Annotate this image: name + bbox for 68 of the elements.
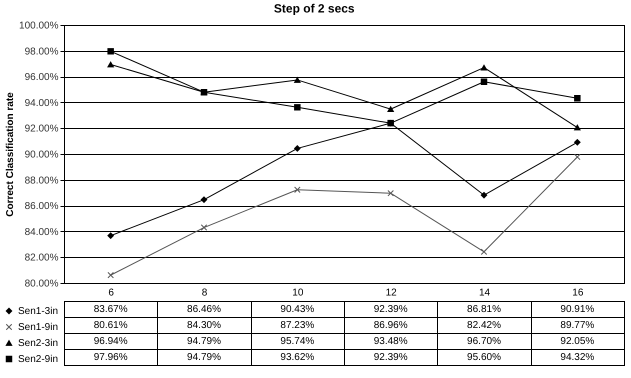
point — [294, 145, 301, 152]
y-axis-title: Correct Classification rate — [5, 92, 16, 217]
data-label: 93.48% — [374, 336, 408, 347]
x-tick-label: 12 — [386, 288, 398, 298]
chart-title: Step of 2 secs — [274, 2, 355, 16]
y-tick-label: 80.00% — [24, 278, 59, 290]
point — [480, 192, 488, 198]
data-label: 84.30% — [187, 320, 222, 331]
y-tick-label: 94.00% — [24, 98, 59, 109]
point — [294, 77, 301, 83]
point — [107, 272, 114, 278]
x-tick-label: 10 — [292, 288, 304, 298]
data-label: 94.79% — [187, 336, 222, 347]
point — [107, 62, 114, 68]
data-label: 80.61% — [94, 320, 128, 331]
x-tick-label: 8 — [202, 288, 208, 298]
y-tick-label: 100.00% — [19, 20, 59, 32]
data-label: 86.81% — [467, 304, 502, 315]
x-tick-label: 16 — [572, 288, 584, 298]
data-label: 86.96% — [374, 320, 408, 331]
data-label: 86.46% — [187, 304, 222, 315]
point — [107, 232, 114, 239]
data-label: 94.32% — [560, 352, 594, 363]
legend-label: Sen2-3in — [18, 338, 58, 349]
y-tick-label: 88.00% — [24, 175, 59, 186]
point — [387, 190, 394, 196]
data-label: 96.94% — [94, 336, 128, 347]
point — [574, 139, 581, 146]
y-tick-label: 92.00% — [24, 124, 59, 135]
x-tick-label: 14 — [478, 288, 490, 298]
data-label: 94.79% — [187, 352, 222, 363]
data-label: 87.23% — [280, 320, 314, 331]
point — [200, 88, 208, 96]
point — [294, 104, 301, 111]
y-tick-label: 82.00% — [24, 252, 59, 264]
data-label: 95.74% — [280, 336, 314, 347]
y-tick-label: 86.00% — [24, 201, 59, 212]
y-tick-label: 98.00% — [24, 46, 59, 58]
data-label: 95.60% — [467, 352, 502, 363]
point — [574, 124, 581, 130]
point — [107, 48, 114, 55]
point — [574, 95, 581, 102]
point — [480, 64, 488, 70]
point — [294, 186, 301, 193]
data-label: 90.43% — [280, 304, 314, 315]
data-label: 83.67% — [94, 304, 128, 315]
data-label: 92.39% — [374, 352, 408, 363]
point — [200, 196, 208, 203]
data-label: 82.42% — [467, 320, 502, 331]
y-tick-label: 90.00% — [24, 150, 59, 160]
y-tick-label: 84.00% — [24, 226, 59, 238]
data-label: 90.91% — [560, 304, 594, 315]
data-label: 97.96% — [94, 352, 128, 363]
y-tick-label: 96.00% — [24, 72, 59, 84]
legend-label: Sen1-3in — [18, 306, 58, 317]
legend-label: Sen2-9in — [18, 354, 58, 365]
point — [480, 78, 488, 85]
point — [200, 224, 208, 231]
data-label: 89.77% — [560, 320, 594, 331]
data-label: 93.62% — [280, 352, 314, 363]
x-tick-label: 6 — [108, 288, 114, 298]
point — [574, 154, 581, 160]
legend-label: Sen1-9in — [18, 322, 58, 333]
point — [387, 106, 394, 112]
data-label: 96.70% — [467, 336, 502, 347]
data-label: 92.39% — [374, 304, 408, 315]
data-label: 92.05% — [560, 336, 594, 347]
point — [480, 248, 488, 256]
